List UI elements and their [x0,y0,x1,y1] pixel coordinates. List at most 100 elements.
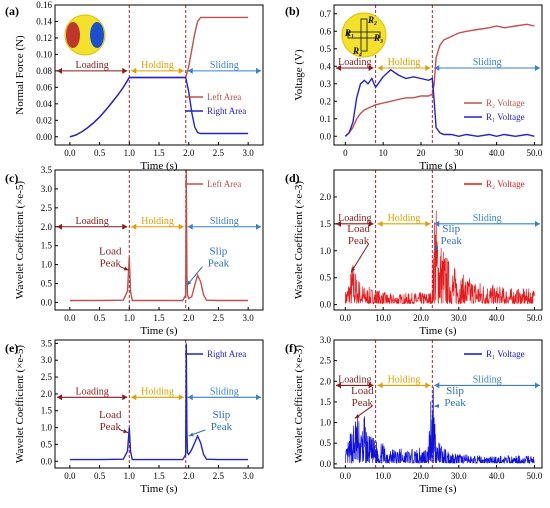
y-tick-label: 0.7 [320,9,332,19]
arrow-head [378,65,383,71]
legend-label: Right Area [207,106,246,116]
y-tick-label: 1.0 [41,260,53,270]
x-tick-label: 50.0 [527,313,543,323]
legend-label: R₁ Voltage [486,349,525,359]
y-tick-label: 0.16 [36,0,52,10]
y-tick-label: 0.0 [320,131,332,141]
y-tick-label: 3.0 [41,184,53,194]
resistor-label: R₁ [344,28,354,38]
y-tick-label: 3.5 [41,165,53,175]
phase-label: Loading [75,386,108,397]
y-tick-label: 3.5 [41,338,53,348]
x-tick-label: 30 [454,148,464,158]
arrow-head [535,221,540,227]
resistor-label: R₃ [373,33,383,43]
x-tick-label: 3.0 [243,471,255,481]
annotation-arrow-head [434,404,439,408]
phase-label: Loading [338,374,371,385]
annotation-arrow [351,244,369,272]
legend-label: R₂ Voltage [486,98,525,108]
x-tick-label: 50.0 [527,471,543,481]
y-tick-label: 1.5 [320,397,332,407]
annotation-text: Peak [100,258,122,270]
y-tick-label: 0.5 [320,273,332,283]
x-tick-label: 0.0 [340,471,352,481]
y-axis-label: Normal Force (N) [14,35,26,115]
legend-label: Right Area [207,349,246,359]
y-tick-label: 0.06 [36,82,52,92]
phase-label: Holding [388,374,421,385]
y-axis-label: Voltage (V) [293,49,305,101]
x-tick-label: 1.5 [153,313,165,323]
x-tick-label: 2.5 [213,148,225,158]
x-tick-label: 30.0 [451,313,467,323]
annotation-text: Slip [210,246,228,258]
y-tick-label: 2.0 [320,192,332,202]
panel-label: (d) [285,171,300,185]
arrow-head [122,394,127,400]
arrow-head [535,65,540,71]
y-tick-label: 0.2 [320,96,331,106]
y-tick-label: 0.0 [320,459,332,469]
y-tick-label: 3.0 [320,335,332,345]
x-tick-label: 3.0 [243,148,255,158]
y-tick-label: 0.4 [320,61,332,71]
phase-label: Holding [388,57,421,68]
x-tick-label: 20.0 [413,471,429,481]
x-tick-label: 2.5 [213,313,225,323]
arrow-head [57,394,62,400]
arrow-head [434,382,439,388]
y-tick-label: 1.0 [41,423,53,433]
y-tick-label: 0.14 [36,16,52,26]
series-noise [345,387,534,463]
resistor-label: R₂ [367,15,377,25]
axes-frame [55,170,263,310]
arrow-head [131,394,136,400]
y-tick-label: 0.0 [41,456,53,466]
x-axis-label: Time (s) [140,325,178,337]
panel-label: (c) [5,171,18,185]
legend-label: Left Area [207,179,241,189]
y-axis-label: Wavelet Coefficient (×e-5) [14,181,26,299]
x-tick-label: 10.0 [375,313,391,323]
phase-label: Sliding [473,57,502,68]
y-tick-label: 0.5 [320,438,332,448]
x-tick-label: 20 [416,148,426,158]
x-tick-label: 1.5 [153,148,165,158]
x-axis-label: Time (s) [140,483,178,495]
phase-label: Loading [75,60,108,71]
y-tick-label: 0.3 [320,79,332,89]
x-tick-label: 1.0 [124,148,136,158]
arrow-head [122,224,127,230]
legend-label: R₁ Voltage [486,112,525,122]
y-tick-label: 2.5 [41,203,53,213]
y-tick-label: 2.0 [41,389,53,399]
phase-label: Holding [141,60,174,71]
y-tick-label: 1.5 [41,406,53,416]
x-tick-label: 10 [379,148,389,158]
arrow-head [179,68,184,74]
y-tick-label: 2.0 [41,222,53,232]
x-tick-label: 0 [343,148,348,158]
x-tick-label: 1.0 [124,313,136,323]
x-tick-label: 50.0 [527,148,543,158]
annotation-text: Peak [441,235,463,247]
x-tick-label: 0.0 [64,471,76,481]
x-axis-label: Time (s) [419,325,457,337]
phase-label: Sliding [473,213,502,224]
x-tick-label: 40.0 [489,471,505,481]
resistor-label: R₄ [352,46,362,56]
phase-label: Holding [388,213,421,224]
plot-area [57,170,261,310]
y-tick-label: 0.5 [41,439,53,449]
x-tick-label: 40.0 [489,313,505,323]
x-tick-label: 2.0 [183,313,195,323]
annotation-text: Load [99,409,122,421]
legend-label: R₂ Voltage [486,179,525,189]
y-tick-label: 1.0 [320,246,332,256]
x-tick-label: 10.0 [375,471,391,481]
